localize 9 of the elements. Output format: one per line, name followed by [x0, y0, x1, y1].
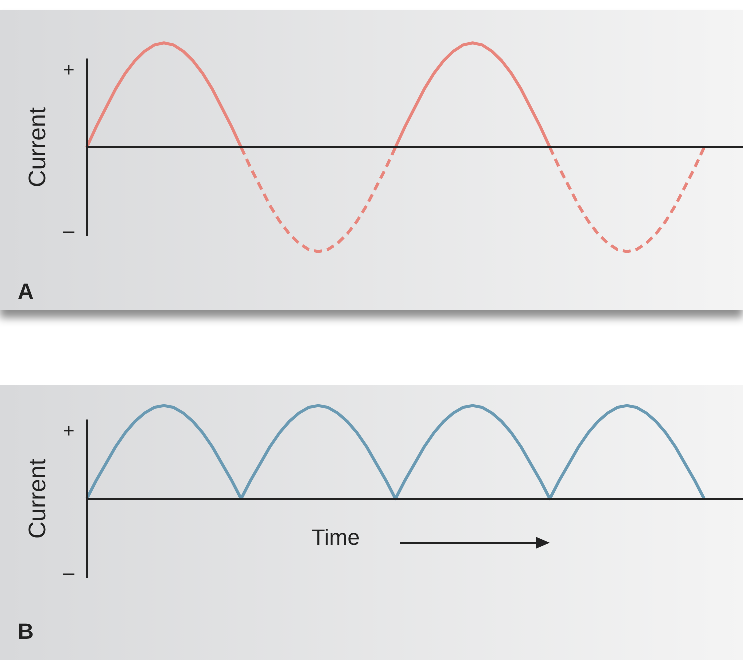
- text: B: [18, 619, 34, 644]
- text: A: [18, 279, 34, 304]
- y-axis-title: Current: [24, 107, 52, 188]
- text: +: [63, 420, 75, 442]
- text: –: [63, 220, 76, 243]
- text: –: [63, 562, 76, 585]
- text: +: [63, 59, 75, 82]
- x-axis-title: Time: [312, 525, 360, 550]
- y-axis-title: Current: [24, 458, 52, 540]
